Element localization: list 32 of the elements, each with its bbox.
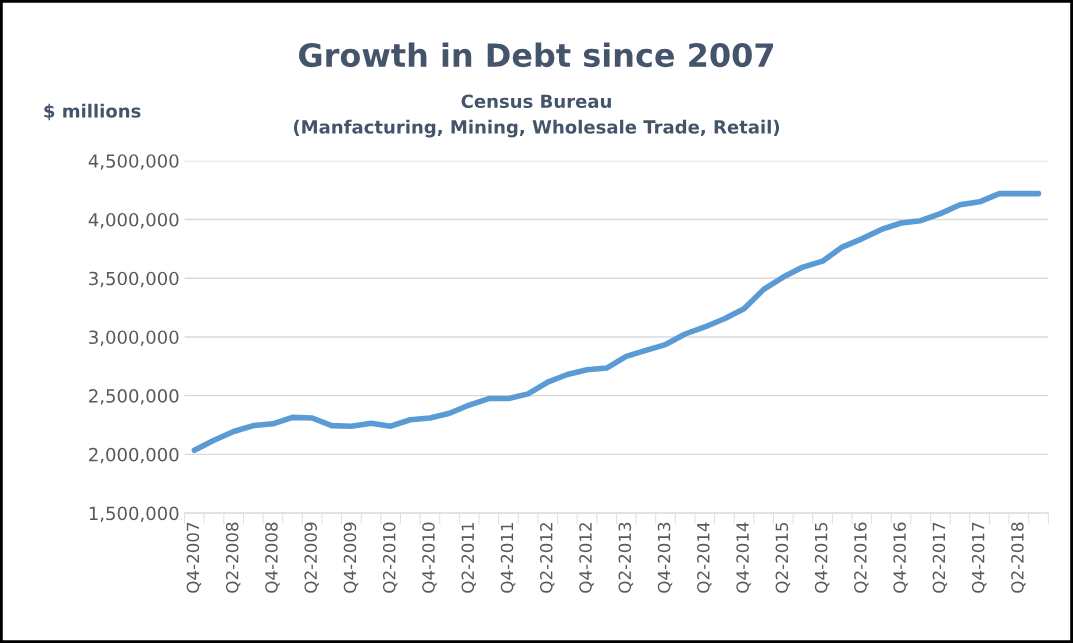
chart-subtitle: Census Bureau (Manfacturing, Mining, Wholesale Trade, Retail): [293, 94, 780, 138]
y-tick-label: 3,000,000: [89, 330, 179, 346]
y-tick-label: 3,500,000: [89, 271, 179, 288]
x-tick-label: Q4-2017: [971, 522, 987, 593]
y-tick-label: 1,500,000: [89, 506, 179, 523]
y-tick-label: 4,500,000: [88, 154, 179, 170]
x-tick-label: Q2-2008: [225, 522, 241, 593]
y-tick-label: 4,000,000: [88, 212, 179, 229]
y-axis-title: $ millions: [44, 103, 141, 121]
x-tick-label: Q4-2015: [814, 522, 830, 593]
x-tick-label: Q2-2017: [932, 522, 948, 593]
x-tick-label: Q4-2011: [500, 522, 516, 593]
x-tick-label: Q4-2014: [736, 522, 751, 593]
x-tick-label: Q2-2013: [618, 522, 633, 593]
x-tick-label: Q2-2012: [539, 523, 555, 593]
y-tick-label: 2,500,000: [89, 389, 179, 405]
x-tick-label: Q2-2009: [304, 522, 319, 593]
x-tick-label: Q4-2010: [422, 522, 437, 593]
chart-title: Growth in Debt since 2007: [299, 42, 774, 68]
x-tick-label: Q4-2013: [657, 522, 673, 593]
x-tick-label: Q4-2009: [343, 522, 359, 593]
x-tick-label: Q2-2018: [1011, 522, 1026, 593]
x-tick-label: Q2-2010: [382, 522, 398, 593]
x-tick-label: Q2-2015: [775, 522, 791, 593]
x-tick-label: Q2-2016: [854, 522, 869, 593]
y-tick-label: 2,000,000: [89, 447, 179, 464]
x-tick-label: Q4-2016: [893, 522, 908, 593]
x-tick-label: Q4-2007: [186, 522, 202, 593]
x-tick-label: Q4-2008: [265, 522, 280, 593]
x-tick-label: Q2-2011: [461, 522, 476, 593]
x-tick-label: Q2-2014: [697, 522, 712, 593]
x-tick-label: Q4-2012: [579, 523, 594, 593]
